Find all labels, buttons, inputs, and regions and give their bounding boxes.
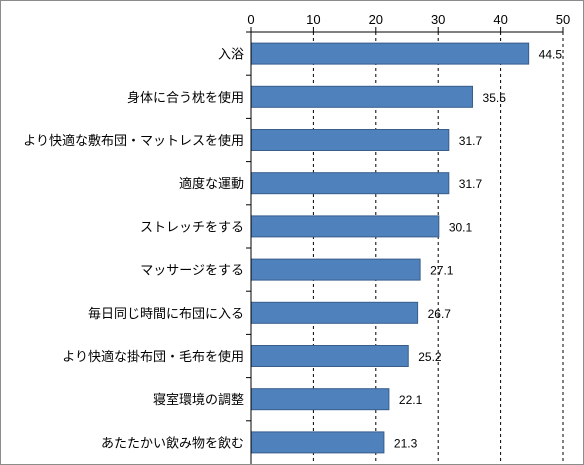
data-label: 25.2 [418, 350, 442, 364]
bar [250, 431, 385, 454]
category-label: より快適な掛布団・毛布を使用 [62, 349, 244, 365]
data-label: 21.3 [394, 436, 418, 450]
bar [250, 388, 390, 411]
x-tick-label: 50 [556, 12, 570, 27]
bar [250, 345, 409, 367]
category-label: 適度な運動 [179, 176, 244, 192]
x-tick-label: 40 [493, 12, 507, 27]
data-label: 26.7 [428, 307, 452, 321]
data-label: 35.5 [483, 91, 507, 105]
category-label: 身体に合う枕を使用 [127, 90, 244, 106]
bar [250, 129, 450, 151]
data-label: 44.5 [539, 48, 563, 62]
data-label: 22.1 [399, 393, 423, 407]
category-label: 毎日同じ時間に布団に入る [88, 306, 244, 322]
bar [250, 42, 530, 65]
x-tick-label: 20 [369, 12, 383, 27]
bar [250, 258, 421, 281]
data-label: 31.7 [459, 177, 483, 191]
x-tick-label: 10 [306, 12, 320, 27]
category-label: 寝室環境の調整 [153, 392, 244, 408]
category-label: マッサージをする [140, 264, 244, 279]
bar [250, 172, 450, 195]
category-label: ストレッチをする [140, 220, 244, 235]
data-label: 30.1 [449, 220, 473, 234]
bar [250, 215, 440, 238]
x-tick-label: 30 [431, 12, 445, 27]
bar [250, 85, 474, 108]
x-tick-label: 0 [247, 12, 254, 27]
category-label: より快適な敷布団・マットレスを使用 [23, 133, 244, 149]
data-label: 27.1 [430, 264, 454, 278]
category-label: 入浴 [218, 48, 244, 63]
category-label: あたたかい飲み物を飲む [101, 435, 244, 451]
bar [250, 301, 419, 324]
data-label: 31.7 [459, 134, 483, 148]
